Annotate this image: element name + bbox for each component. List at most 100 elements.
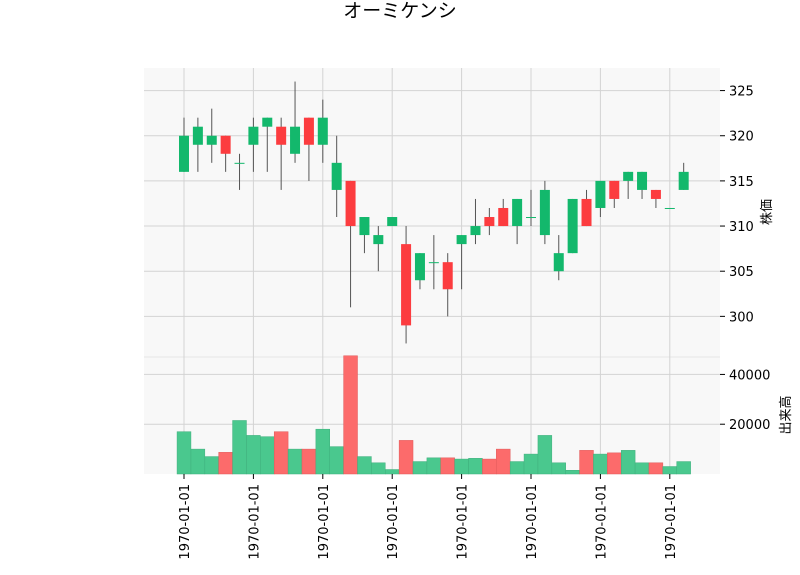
candle — [192, 117, 203, 172]
candle-body — [220, 135, 231, 154]
candle — [442, 253, 453, 317]
candle-body — [456, 235, 467, 245]
x-tick-label: 1970-01-01 — [525, 484, 540, 560]
volume-bar — [676, 461, 691, 475]
volume-bar — [218, 452, 233, 475]
candle — [276, 117, 287, 190]
volume-bar — [482, 458, 497, 475]
candle — [387, 217, 398, 227]
volume-bar — [385, 469, 400, 475]
x-tick-label: 1970-01-01 — [664, 484, 679, 560]
volume-bar — [398, 440, 414, 475]
candle-body — [637, 171, 648, 190]
candle — [470, 198, 481, 245]
candle — [623, 171, 634, 199]
volume-bar — [287, 448, 303, 475]
volume-bar — [371, 462, 386, 475]
x-tick-label: 1970-01-01 — [386, 484, 401, 560]
candle — [248, 117, 259, 172]
candle-body — [581, 198, 592, 227]
volume-bar — [496, 448, 511, 475]
candle-body — [442, 262, 453, 290]
candle-body — [248, 126, 259, 145]
candle — [512, 198, 523, 245]
volume-bar — [426, 457, 442, 475]
volume-bar — [648, 462, 664, 475]
candle-body — [234, 162, 245, 164]
candle-body — [539, 189, 550, 236]
candle-body — [609, 180, 620, 199]
x-tick-label: 1970-01-01 — [247, 484, 262, 560]
candle — [234, 153, 245, 190]
volume-bar — [204, 456, 219, 475]
candle — [678, 162, 689, 190]
candle — [359, 217, 370, 254]
candle-body — [387, 217, 398, 227]
candle — [428, 235, 439, 290]
volume-bar — [315, 428, 330, 475]
volume-bar — [523, 453, 539, 475]
candle — [484, 207, 495, 236]
candle — [609, 180, 620, 208]
candle — [650, 189, 661, 208]
axes: 300 305 310 315 320 325 20000 40000 1970-01-01 19… — [178, 85, 770, 560]
candle — [206, 108, 217, 163]
price-tick-label: 325 — [729, 85, 754, 100]
volume-bar — [232, 420, 247, 475]
candle-body — [317, 117, 328, 145]
price-tick-label: 300 — [729, 310, 754, 325]
x-tick-label: 1970-01-01 — [178, 484, 193, 560]
candle-body — [262, 117, 273, 127]
volume-bar — [551, 462, 566, 475]
price-tick-label: 315 — [729, 175, 754, 190]
candle-body — [206, 135, 217, 145]
volume-bar — [412, 461, 428, 475]
candle — [595, 180, 606, 218]
volume-bar — [509, 461, 525, 475]
candle-body — [470, 226, 481, 236]
candle-body — [373, 235, 384, 245]
candle-body — [664, 207, 675, 209]
candle — [401, 226, 412, 344]
price-tick-label: 305 — [729, 265, 754, 280]
candle-body — [498, 207, 509, 227]
chart-title: オーミケンシ — [343, 0, 457, 22]
volume-bar — [565, 470, 580, 475]
candle — [303, 117, 314, 181]
volume-bar — [343, 355, 358, 475]
x-tick-label: 1970-01-01 — [594, 484, 609, 560]
price-tick-label: 310 — [729, 220, 754, 235]
candle — [498, 198, 509, 227]
candle — [290, 81, 301, 163]
volume-bar — [301, 448, 317, 475]
candle — [220, 135, 231, 172]
candle-body — [512, 198, 523, 227]
volume-bar — [260, 436, 275, 475]
candle-body — [303, 117, 314, 145]
volume-bar — [357, 456, 372, 475]
candle — [526, 189, 536, 227]
candle-body — [359, 217, 370, 236]
candle-body — [623, 171, 634, 181]
volume-bars — [176, 355, 691, 475]
candle — [664, 207, 675, 209]
candle-body — [567, 198, 578, 254]
price-panel-background — [144, 68, 720, 357]
candle — [317, 99, 328, 163]
volume-bar — [273, 431, 289, 475]
candle-body — [553, 253, 564, 272]
candle-body — [428, 262, 439, 264]
candle-body — [526, 217, 536, 219]
candle-body — [290, 126, 301, 154]
volume-bar — [634, 462, 650, 475]
candle — [553, 235, 564, 281]
candle-body — [192, 126, 203, 145]
volume-bar — [454, 458, 469, 475]
candle — [262, 117, 273, 172]
candle-body — [331, 162, 342, 190]
candle — [373, 226, 384, 272]
candle-body — [276, 126, 287, 145]
volume-bar — [579, 450, 594, 475]
candle — [179, 117, 189, 172]
